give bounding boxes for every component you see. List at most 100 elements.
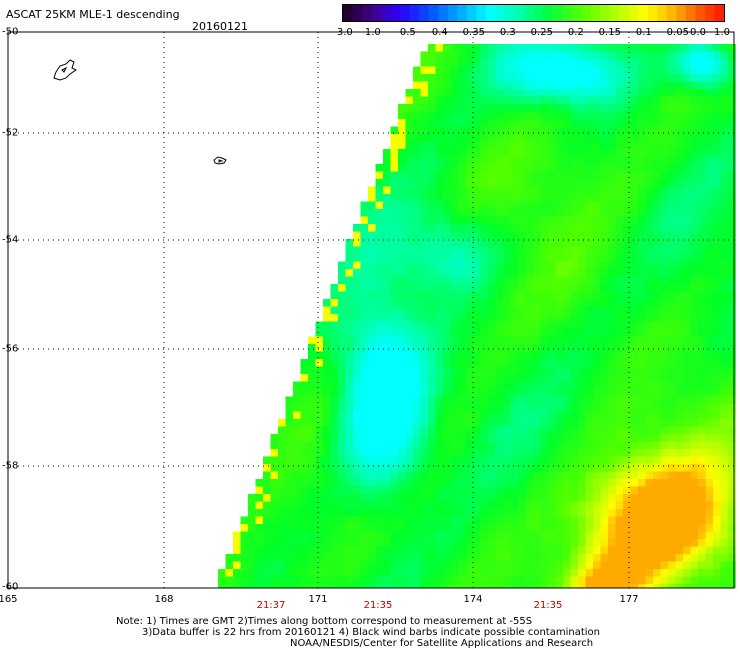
swath-cell: [435, 164, 444, 172]
swath-cell: [668, 111, 676, 120]
swath-cell: [690, 366, 699, 375]
swath-cell: [315, 396, 324, 405]
swath-cell: [435, 126, 444, 135]
swath-cell: [495, 164, 504, 172]
swath-cell: [480, 569, 489, 577]
swath-cell: [608, 164, 616, 172]
colorbar-segment: [628, 5, 639, 21]
swath-cell: [473, 269, 481, 277]
swath-cell: [645, 486, 654, 495]
swath-cell: [615, 524, 624, 532]
swath-cell: [555, 434, 564, 442]
swath-cell: [698, 516, 706, 525]
swath-cell: [690, 419, 699, 427]
swath-cell: [645, 126, 654, 135]
swath-cell: [653, 276, 661, 285]
swath-cell: [615, 164, 624, 172]
swath-cell: [525, 464, 534, 472]
swath-cell: [480, 374, 489, 382]
swath-cell: [533, 194, 541, 202]
swath-cell: [503, 584, 511, 589]
swath-cell: [683, 216, 691, 225]
swath-cell: [615, 419, 624, 427]
swath-cell: [323, 426, 331, 435]
swath-cell: [608, 246, 616, 255]
swath-cell: [480, 531, 489, 540]
swath-cell: [683, 44, 691, 52]
swath-cell: [668, 216, 676, 225]
swath-cell: [660, 119, 669, 127]
swath-cell: [503, 194, 511, 202]
swath-cell: [450, 441, 459, 450]
swath-cell: [323, 329, 331, 337]
swath-cell: [683, 389, 691, 397]
swath-cell: [315, 419, 324, 427]
swath-cell: [600, 261, 609, 270]
swath-cell: [705, 246, 714, 255]
swath-cell: [285, 501, 294, 510]
swath-cell: [383, 516, 391, 525]
swath-cell: [368, 246, 376, 255]
swath-cell: [458, 171, 466, 180]
swath-cell: [645, 171, 654, 180]
swath-cell: [285, 509, 294, 517]
swath-cell: [368, 569, 376, 577]
swath-cell: [368, 254, 376, 262]
swath-cell: [683, 456, 691, 465]
swath-cell: [623, 96, 631, 105]
swath-cell: [660, 486, 669, 495]
swath-cell: [323, 434, 331, 442]
swath-cell: [720, 561, 729, 570]
swath-cell: [503, 246, 511, 255]
swath-cell: [300, 381, 309, 390]
swath-cell: [465, 584, 474, 589]
swath-cell: [510, 141, 519, 150]
swath-cell: [293, 434, 301, 442]
swath-cell: [225, 554, 234, 562]
swath-cell: [690, 404, 699, 412]
swath-cell: [353, 269, 361, 277]
swath-cell: [705, 291, 714, 300]
swath-cell: [398, 314, 406, 322]
swath-cell: [420, 576, 429, 585]
swath-cell: [608, 419, 616, 427]
swath-cell: [555, 134, 564, 142]
swath-cell: [705, 336, 714, 345]
swath-cell: [458, 584, 466, 589]
swath-cell: [585, 539, 594, 547]
swath-cell: [638, 471, 646, 480]
swath-cell: [668, 314, 676, 322]
swath-cell: [398, 329, 406, 337]
swath-cell: [308, 449, 316, 457]
swath-cell: [728, 216, 736, 225]
swath-cell: [683, 516, 691, 525]
swath-cell: [660, 179, 669, 187]
swath-cell: [690, 351, 699, 360]
swath-cell: [638, 569, 646, 577]
swath-cell: [653, 569, 661, 577]
swath-cell: [338, 554, 346, 562]
swath-cell: [705, 539, 714, 547]
swath-cell: [308, 471, 316, 480]
swath-cell: [443, 156, 451, 165]
swath-cell: [413, 486, 421, 495]
swath-cell: [338, 471, 346, 480]
swath-cell: [563, 509, 571, 517]
swath-cell: [383, 554, 391, 562]
swath-cell: [540, 546, 549, 555]
swath-cell: [533, 119, 541, 127]
swath-cell: [525, 546, 534, 555]
swath-cell: [263, 471, 271, 480]
swath-cell: [683, 396, 691, 405]
swath-cell: [698, 96, 706, 105]
swath-cell: [615, 486, 624, 495]
swath-cell: [360, 359, 369, 367]
swath-cell: [428, 89, 436, 97]
swath-cell: [668, 434, 676, 442]
swath-cell: [570, 194, 579, 202]
swath-cell: [518, 441, 526, 450]
swath-cell: [360, 276, 369, 285]
swath-cell: [623, 531, 631, 540]
swath-cell: [555, 89, 564, 97]
swath-cell: [308, 359, 316, 367]
